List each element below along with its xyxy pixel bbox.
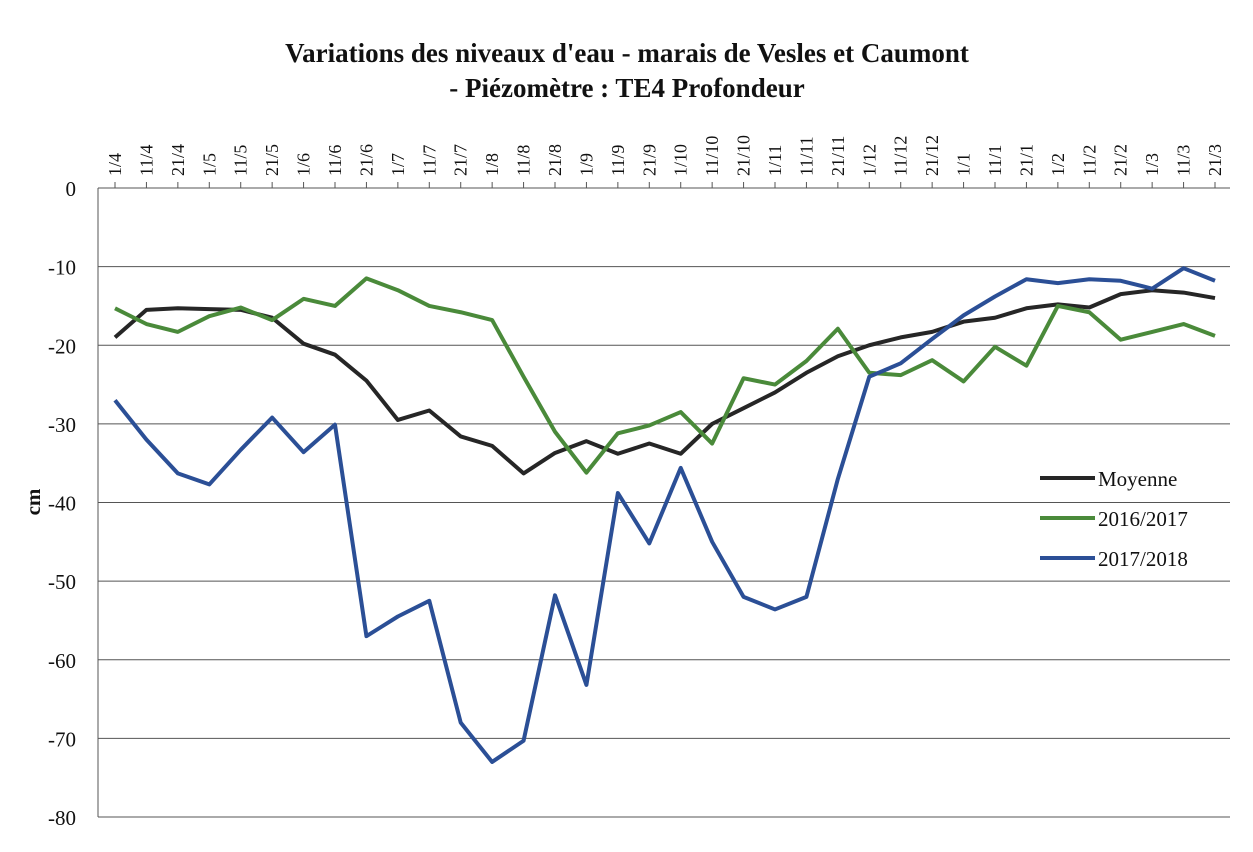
x-tick-label: 1/5 [199,153,219,176]
y-tick-label: -50 [48,570,76,594]
x-tick-label: 21/6 [356,144,376,176]
x-tick-label: 21/4 [168,144,188,176]
x-tick-label: 21/1 [1016,144,1036,176]
x-tick-label: 11/4 [136,145,156,176]
x-tick-label: 11/10 [702,136,722,176]
x-tick-label: 21/11 [828,136,848,176]
x-tick-label: 1/3 [1142,153,1162,176]
series-line [113,266,1216,764]
x-tick-label: 11/6 [325,145,345,176]
y-tick-label: -10 [48,256,76,280]
x-tick-label: 21/9 [639,144,659,176]
x-tick-label: 21/7 [451,144,471,176]
x-tick-label: 21/3 [1205,144,1225,176]
x-tick-label: 1/8 [482,153,502,176]
x-tick-label: 21/8 [545,144,565,176]
x-tick-label: 1/11 [765,145,785,176]
x-tick-label: 11/5 [231,145,251,176]
x-tick-label: 1/7 [388,153,408,176]
x-tick-label: 11/7 [419,145,439,176]
x-tick-label: 21/2 [1111,144,1131,176]
chart-subtitle: - Piézomètre : TE4 Profondeur [449,73,804,103]
y-tick-label: -60 [48,649,76,673]
x-tick-label: 11/1 [985,145,1005,176]
x-tick-label: 11/12 [891,136,911,176]
x-tick-label: 1/6 [294,153,314,176]
y-tick-label: -20 [48,334,76,358]
chart-title: Variations des niveaux d'eau - marais de… [285,38,969,68]
x-tick-label: 21/5 [262,144,282,176]
y-axis-label: cm [21,488,45,515]
x-tick-label: 11/8 [514,145,534,176]
x-tick-label: 1/2 [1048,153,1068,176]
x-tick-label: 11/2 [1079,145,1099,176]
x-tick-label: 21/12 [922,135,942,176]
x-tick-label: 21/10 [734,135,754,176]
x-tick-label: 1/9 [576,153,596,176]
y-tick-label: -40 [48,492,76,516]
x-tick-label: 11/9 [608,145,628,176]
x-tick-label: 1/12 [859,144,879,176]
legend-label: Moyenne [1098,467,1177,491]
legend-label: 2016/2017 [1098,507,1188,531]
legend-label: 2017/2018 [1098,547,1188,571]
x-tick-label: 11/11 [796,136,816,176]
x-tick-label: 1/10 [671,144,691,176]
series-line [113,288,1216,476]
x-tick-label: 1/1 [954,153,974,176]
y-tick-label: 0 [66,177,77,201]
y-tick-label: -70 [48,727,76,751]
x-tick-label: 1/4 [105,153,125,176]
x-tick-label: 11/3 [1174,145,1194,176]
series-line [114,276,1216,475]
y-tick-label: -30 [48,413,76,437]
y-tick-label: -80 [48,806,76,830]
